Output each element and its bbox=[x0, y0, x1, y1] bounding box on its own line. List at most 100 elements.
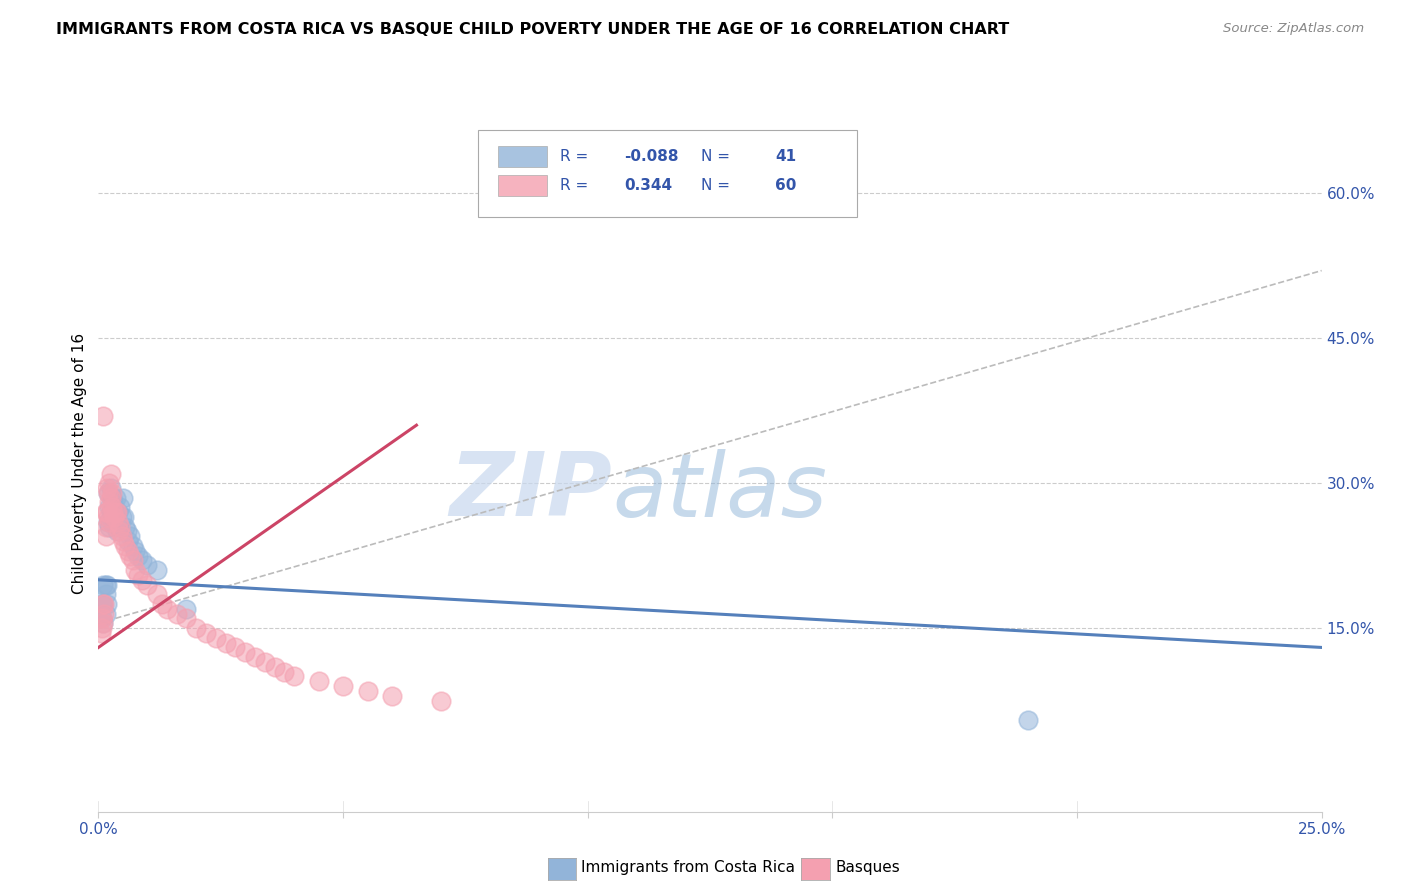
Point bbox=[98, 500, 121, 515]
Point bbox=[97, 510, 120, 524]
Text: 60: 60 bbox=[775, 178, 796, 193]
Text: R =: R = bbox=[560, 149, 593, 164]
Bar bbox=[498, 146, 547, 167]
Point bbox=[96, 505, 118, 519]
Point bbox=[195, 626, 218, 640]
Point bbox=[176, 602, 198, 616]
Point bbox=[176, 611, 198, 625]
Point bbox=[263, 660, 285, 674]
Point bbox=[332, 679, 354, 693]
Point bbox=[91, 409, 114, 423]
Point bbox=[101, 495, 124, 509]
Point bbox=[101, 510, 124, 524]
Point bbox=[111, 491, 134, 505]
Point bbox=[150, 597, 173, 611]
Point bbox=[101, 515, 124, 529]
Point bbox=[214, 635, 236, 649]
Point bbox=[107, 515, 129, 529]
Point bbox=[104, 505, 127, 519]
Point bbox=[430, 693, 453, 707]
Point bbox=[114, 519, 136, 533]
Point bbox=[94, 587, 117, 601]
Text: Immigrants from Costa Rica: Immigrants from Costa Rica bbox=[581, 860, 794, 874]
Point bbox=[98, 495, 121, 509]
FancyBboxPatch shape bbox=[478, 130, 856, 217]
Point bbox=[94, 577, 117, 591]
Point bbox=[117, 534, 139, 549]
Point bbox=[100, 505, 122, 519]
Point bbox=[107, 505, 129, 519]
Point bbox=[127, 549, 149, 563]
Point bbox=[90, 626, 112, 640]
Point bbox=[111, 510, 134, 524]
Point bbox=[100, 491, 122, 505]
Point bbox=[97, 515, 120, 529]
Point bbox=[121, 553, 143, 567]
Point bbox=[112, 510, 135, 524]
Point bbox=[224, 640, 246, 655]
Text: Source: ZipAtlas.com: Source: ZipAtlas.com bbox=[1223, 22, 1364, 36]
Point bbox=[124, 563, 146, 577]
Point bbox=[381, 689, 404, 703]
Point bbox=[93, 607, 115, 621]
Point bbox=[103, 510, 125, 524]
Point bbox=[101, 505, 124, 519]
Point bbox=[146, 563, 169, 577]
Point bbox=[93, 597, 115, 611]
Point bbox=[117, 544, 139, 558]
Point bbox=[120, 549, 142, 563]
Point bbox=[115, 524, 138, 539]
Point bbox=[94, 505, 117, 519]
Point bbox=[233, 645, 256, 659]
Point bbox=[205, 631, 228, 645]
Point bbox=[98, 519, 121, 533]
Point bbox=[308, 674, 330, 689]
Text: N =: N = bbox=[702, 178, 735, 193]
Text: atlas: atlas bbox=[612, 449, 827, 534]
Point bbox=[108, 524, 131, 539]
Point bbox=[111, 534, 134, 549]
Point bbox=[101, 500, 124, 515]
Point bbox=[91, 597, 114, 611]
Point bbox=[110, 519, 132, 533]
Text: Basques: Basques bbox=[835, 860, 900, 874]
Point bbox=[110, 500, 132, 515]
Point bbox=[91, 597, 114, 611]
Point bbox=[283, 669, 305, 683]
Point bbox=[104, 510, 127, 524]
Point bbox=[253, 655, 276, 669]
Text: IMMIGRANTS FROM COSTA RICA VS BASQUE CHILD POVERTY UNDER THE AGE OF 16 CORRELATI: IMMIGRANTS FROM COSTA RICA VS BASQUE CHI… bbox=[56, 22, 1010, 37]
Point bbox=[91, 611, 114, 625]
Point bbox=[100, 467, 122, 481]
Point bbox=[96, 577, 118, 591]
Point bbox=[105, 505, 128, 519]
Point bbox=[136, 577, 159, 591]
Point bbox=[101, 486, 124, 500]
Point bbox=[91, 616, 114, 631]
Point bbox=[356, 684, 378, 698]
Point bbox=[98, 476, 121, 491]
Point bbox=[91, 616, 114, 631]
Point bbox=[100, 481, 122, 495]
Point bbox=[120, 529, 142, 543]
Point bbox=[98, 515, 121, 529]
Point bbox=[114, 539, 136, 553]
Text: N =: N = bbox=[702, 149, 735, 164]
Text: 0.344: 0.344 bbox=[624, 178, 672, 193]
Point bbox=[104, 491, 127, 505]
Point bbox=[146, 587, 169, 601]
Point bbox=[91, 611, 114, 625]
Text: 41: 41 bbox=[775, 149, 796, 164]
Point bbox=[243, 650, 266, 665]
Point bbox=[94, 607, 117, 621]
Point bbox=[105, 524, 128, 539]
Point bbox=[94, 529, 117, 543]
Text: R =: R = bbox=[560, 178, 593, 193]
Point bbox=[273, 665, 295, 679]
Text: ZIP: ZIP bbox=[450, 448, 612, 535]
Point bbox=[91, 597, 114, 611]
Point bbox=[108, 519, 131, 533]
Point bbox=[91, 577, 114, 591]
Point bbox=[111, 529, 134, 543]
Point bbox=[186, 621, 208, 635]
